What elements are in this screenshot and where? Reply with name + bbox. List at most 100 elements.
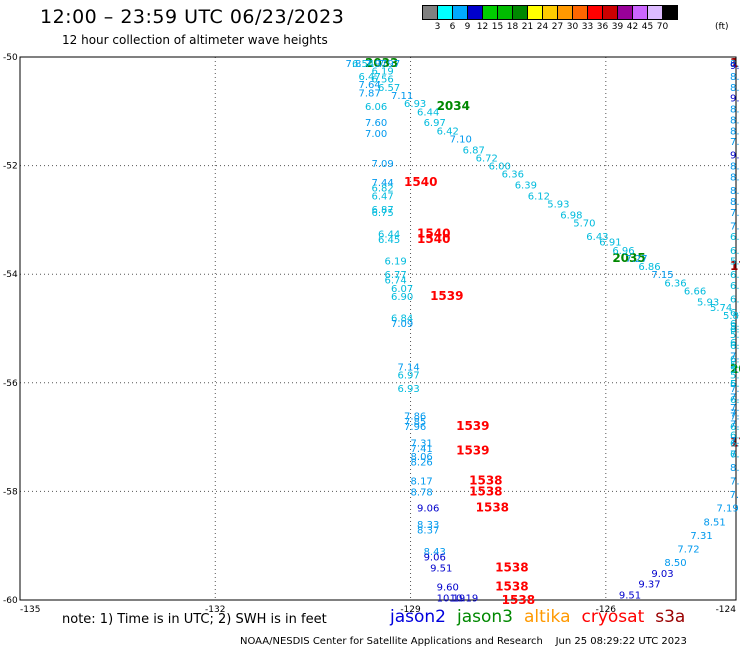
wave-height-label: 8.01 [730, 172, 740, 183]
wave-height-label: 10.19 [450, 593, 479, 604]
wave-height-label: 6.86 [638, 262, 660, 273]
wave-height-label: 9.25 [730, 61, 740, 72]
wave-height-label: 8.50 [664, 558, 686, 569]
wave-height-label: 6.44 [730, 430, 740, 441]
y-tick-label: -56 [3, 379, 18, 389]
pass-id-s3a: 1723 [730, 259, 740, 273]
wave-height-label: 7.04 [730, 403, 740, 414]
wave-height-label: 7.25 [730, 449, 740, 460]
pass-id-cryosat: 1538 [476, 501, 509, 515]
pass-id-cryosat: 1540 [404, 175, 437, 189]
wave-height-label: 9.03 [651, 569, 673, 580]
wave-height-label: 5.94 [730, 360, 740, 371]
legend-jason2: jason2 [390, 607, 446, 627]
color-swatch [662, 5, 678, 20]
wave-height-label: 6.97 [730, 246, 740, 257]
wave-height-label: 5.93 [697, 297, 719, 308]
wave-height-label: 6.54 [352, 59, 374, 70]
wave-height-label: 6.56 [371, 75, 393, 86]
wave-height-label: 6.77 [385, 270, 407, 281]
wave-height-label: 8.17 [411, 477, 433, 488]
wave-height-label: 7.31 [411, 439, 433, 450]
wave-height-label: 7.02 [730, 409, 740, 420]
wave-height-label: 9.06 [417, 504, 439, 515]
wave-height-label: 8.37 [417, 525, 439, 536]
wave-height-label: 5.71 [730, 322, 740, 333]
wave-height-label: 6.77 [730, 449, 740, 460]
pass-id-jason3: 2033 [365, 56, 398, 70]
pass-id-cryosat: 1538 [469, 484, 502, 498]
wave-height-label: 7.60 [365, 118, 387, 129]
wave-height-label: 8.06 [411, 452, 433, 463]
pass-id-cryosat: 1538 [495, 579, 528, 593]
wave-height-label: 6.66 [684, 286, 706, 297]
wave-height-label: 7.78 [730, 477, 740, 488]
wave-height-label: 5.98 [730, 330, 740, 341]
pass-id-jason3: 2035 [612, 251, 645, 265]
wave-height-label: 5.87 [723, 311, 740, 322]
wave-height-label: 6.82 [371, 183, 393, 194]
wave-height-label: 8.51 [703, 517, 725, 528]
y-tick-label: -50 [3, 53, 18, 63]
grid-lines [20, 57, 736, 600]
color-scale-tick: 45 [641, 22, 654, 32]
x-tick-label: -129 [400, 605, 421, 615]
wave-height-label: 9.60 [437, 582, 459, 593]
color-scale-tick: 33 [581, 22, 594, 32]
color-scale-tick: 21 [521, 22, 534, 32]
wave-height-label: 7.96 [404, 422, 426, 433]
wave-height-label: 6.99 [730, 232, 740, 243]
wave-height-label: 8.39 [730, 126, 740, 137]
wave-height-label: 6.75 [371, 208, 393, 219]
wave-height-label: 7.18 [730, 392, 740, 403]
wave-height-label: 6.45 [378, 235, 400, 246]
wave-height-label: 9.52 [730, 151, 740, 162]
color-scale-tick: 27 [551, 22, 564, 32]
wave-height-label: 6.93 [404, 99, 426, 110]
wave-height-label: 7.06 [730, 208, 740, 219]
wave-height-label: 6.57 [378, 83, 400, 94]
color-scale-tick: 24 [536, 22, 549, 32]
wave-height-label: 8.33 [417, 520, 439, 531]
wave-height-label: 7.09 [391, 319, 413, 330]
wave-height-label: 9.51 [430, 563, 452, 574]
wave-height-label: 6.72 [476, 153, 498, 164]
color-scale-tick: 6 [449, 22, 456, 32]
wave-height-label: 8.26 [730, 59, 740, 70]
color-scale-tick: 18 [506, 22, 519, 32]
wave-height-label: 7.19 [730, 384, 740, 395]
color-scale-labels: (ft) 3 6 9 12 15 18 21 24 27 30 33 36 39 42 45 70 [422, 20, 729, 34]
wave-height-label: 7.44 [371, 178, 393, 189]
footnote: note: 1) Time is in UTC; 2) SWH is in fe… [62, 612, 327, 627]
wave-height-label: 9.06 [424, 553, 446, 564]
legend-jason3: jason3 [457, 607, 513, 627]
pass-id-cryosat: 1539 [456, 419, 489, 433]
color-scale-tick: 15 [491, 22, 504, 32]
wave-height-label: 7.29 [730, 436, 740, 447]
wave-height-label: 8.00 [730, 162, 740, 173]
wave-height-label: 5.98 [730, 379, 740, 390]
wave-height-label: 9.37 [638, 580, 660, 591]
wave-height-label: 6.97 [398, 371, 420, 382]
wave-height-label: 6.96 [612, 246, 634, 257]
wave-height-label: 6.94 [730, 308, 740, 319]
satellite-legend: jason2 jason3 altika cryosat s3a [390, 607, 696, 627]
wave-height-label: 6.47 [358, 72, 380, 83]
wave-height-label: 6.19 [371, 67, 393, 78]
chart-title: 12:00 – 23:59 UTC 06/23/2023 [40, 6, 345, 28]
wave-height-label: 6.07 [391, 284, 413, 295]
pass-id-cryosat: 1539 [456, 444, 489, 458]
wave-height-label: 6.00 [489, 162, 511, 173]
wave-height-label: 5.98 [730, 257, 740, 268]
wave-height-label: 8.55 [730, 197, 740, 208]
wave-height-label: 6.39 [515, 181, 537, 192]
wave-height-label: 6.93 [398, 384, 420, 395]
wave-height-label: 9.51 [619, 591, 641, 602]
pass-id-cryosat: 1538 [495, 560, 528, 574]
wave-height-label: 6.44 [378, 229, 400, 240]
wave-height-label: 6.06 [365, 102, 387, 113]
legend-s3a: s3a [655, 607, 686, 627]
wave-height-label: 8.06 [730, 463, 740, 474]
wave-height-label: 6.97 [424, 118, 446, 129]
source-footer: NOAA/NESDIS Center for Satellite Applica… [240, 636, 687, 647]
